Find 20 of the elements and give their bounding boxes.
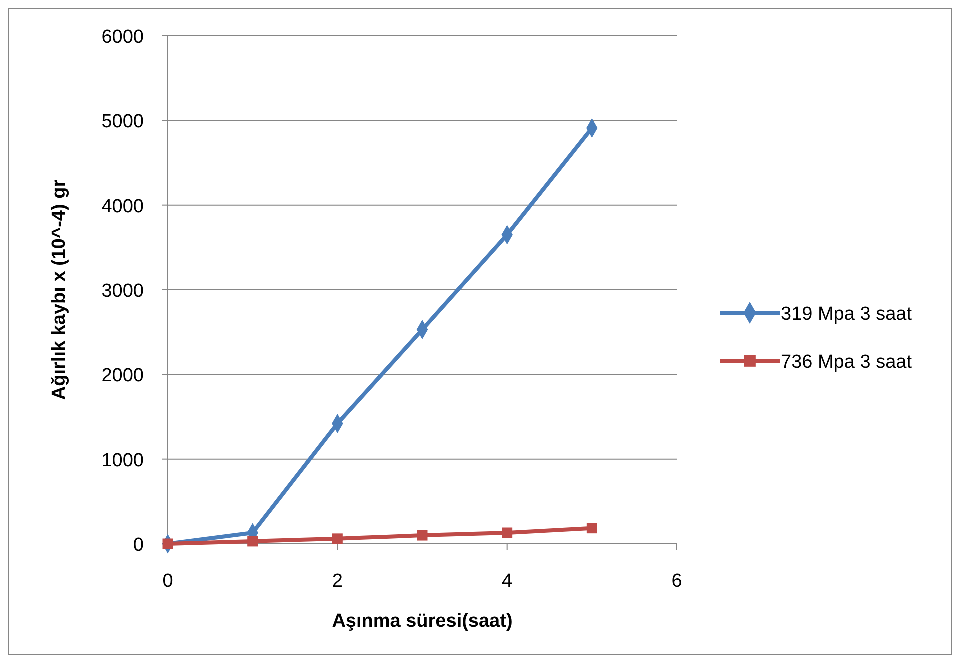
y-tick-label: 5000 <box>102 112 144 133</box>
x-tick-label: 2 <box>332 571 343 592</box>
y-tick-label: 3000 <box>102 281 144 302</box>
y-tick-label: 2000 <box>102 366 144 387</box>
y-axis-title: Ağırlık kaybı x (10^-4) gr <box>49 179 70 400</box>
point <box>586 523 598 534</box>
x-tick-label: 4 <box>502 571 514 592</box>
point <box>248 536 258 547</box>
x-axis-title: Aşınma süresi(saat) <box>332 611 513 632</box>
legend-label: 319 Mpa 3 saat <box>781 304 913 325</box>
point <box>417 530 428 541</box>
y-tick-label: 6000 <box>102 27 144 48</box>
y-tick-label: 4000 <box>102 196 144 218</box>
point <box>502 528 513 538</box>
legend-label: 736 Mpa 3 saat <box>781 352 913 373</box>
x-tick-label: 6 <box>672 571 682 592</box>
point <box>332 534 343 544</box>
x-tick-label: 0 <box>162 571 174 592</box>
y-tick-label: 0 <box>133 535 144 556</box>
y-tick-label: 1000 <box>102 450 144 472</box>
